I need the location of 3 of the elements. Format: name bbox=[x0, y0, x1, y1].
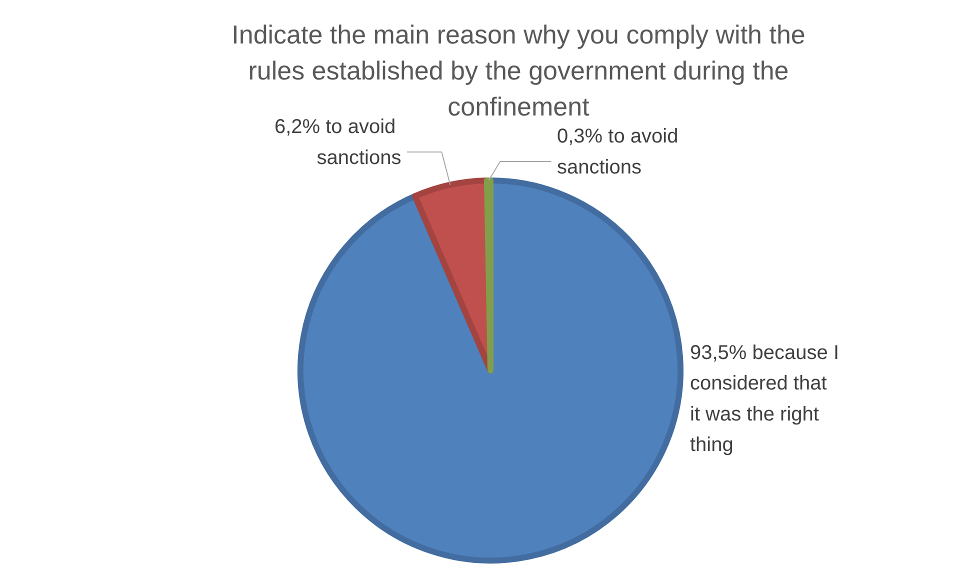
slice-label: 6,2% to avoid sanctions bbox=[274, 116, 402, 169]
slice-label: 93,5% because I considered that it was the right thing bbox=[690, 342, 839, 456]
slice-label: 0,3% to avoid sanctions bbox=[557, 126, 678, 178]
